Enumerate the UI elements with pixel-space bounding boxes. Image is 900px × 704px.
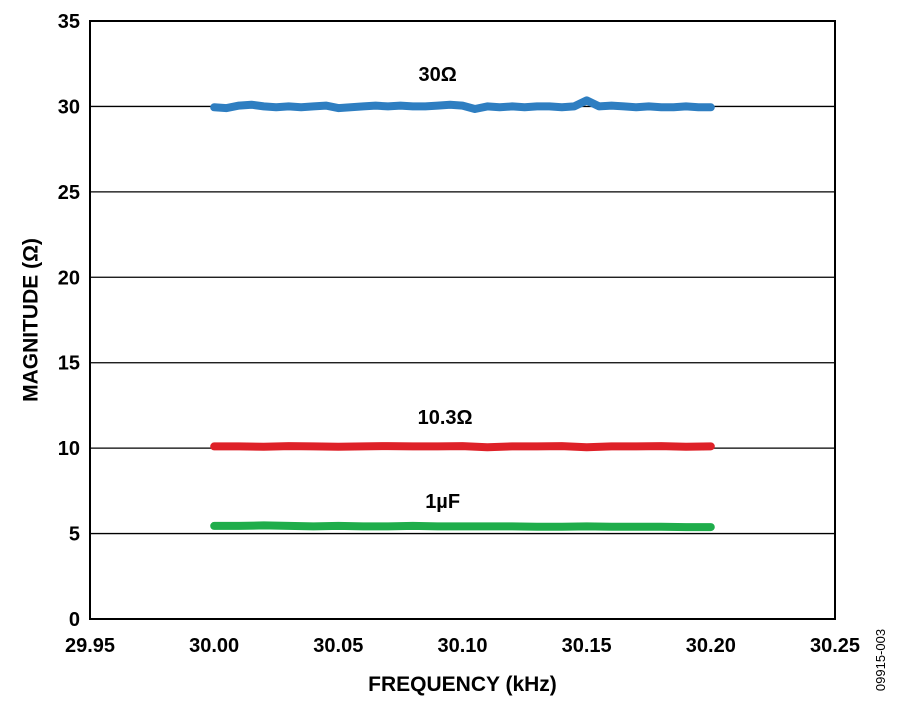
x-tick-label: 30.00 bbox=[189, 635, 239, 657]
y-axis-tick-labels: 0 5 10 15 20 25 30 35 bbox=[58, 11, 80, 631]
y-tick-label: 25 bbox=[58, 182, 80, 204]
x-tick-label: 30.20 bbox=[686, 635, 736, 657]
series-annotation: 1µF bbox=[425, 491, 460, 513]
x-tick-label: 30.05 bbox=[313, 635, 363, 657]
y-tick-label: 35 bbox=[58, 11, 80, 33]
x-tick-label: 30.15 bbox=[562, 635, 612, 657]
y-tick-label: 30 bbox=[58, 96, 80, 118]
x-tick-label: 29.95 bbox=[65, 635, 115, 657]
series-annotations: 30Ω 10.3Ω 1µF bbox=[418, 64, 473, 513]
plot-frame bbox=[89, 20, 836, 620]
series-annotation: 10.3Ω bbox=[418, 407, 473, 429]
x-tick-label: 30.25 bbox=[810, 635, 860, 657]
y-axis-title: MAGNITUDE (Ω) bbox=[19, 238, 42, 402]
series-line-1 bbox=[210, 442, 715, 452]
x-tick-label: 30.10 bbox=[437, 635, 487, 657]
figure-id: 09915-003 bbox=[873, 629, 888, 691]
x-axis-title: FREQUENCY (kHz) bbox=[368, 673, 557, 696]
series-line-0 bbox=[210, 96, 715, 113]
y-tick-label: 5 bbox=[69, 524, 80, 546]
y-tick-label: 0 bbox=[69, 609, 80, 631]
y-tick-label: 15 bbox=[58, 353, 80, 375]
y-tick-label: 10 bbox=[58, 438, 80, 460]
gridlines bbox=[90, 105, 835, 535]
series-layer bbox=[210, 96, 715, 532]
series-annotation: 30Ω bbox=[419, 64, 457, 86]
x-axis-tick-labels: 29.95 30.00 30.05 30.10 30.15 30.20 30.25 bbox=[65, 635, 860, 657]
y-tick-label: 20 bbox=[58, 267, 80, 289]
series-line-2 bbox=[210, 521, 715, 532]
